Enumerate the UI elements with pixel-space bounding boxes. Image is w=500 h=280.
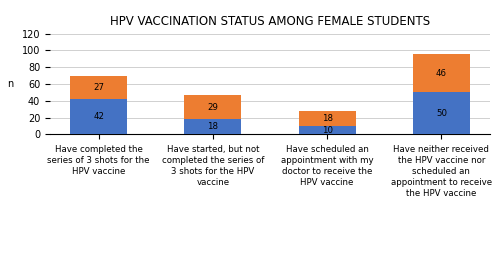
Bar xyxy=(413,92,470,134)
Y-axis label: n: n xyxy=(8,79,14,89)
Text: 10: 10 xyxy=(322,126,332,135)
Bar xyxy=(298,126,356,134)
Bar xyxy=(70,76,127,99)
Text: 27: 27 xyxy=(93,83,104,92)
Text: 18: 18 xyxy=(208,122,218,131)
Bar xyxy=(413,54,470,92)
Text: 46: 46 xyxy=(436,69,447,78)
Bar xyxy=(184,95,242,119)
Bar xyxy=(298,111,356,126)
Title: HPV VACCINATION STATUS AMONG FEMALE STUDENTS: HPV VACCINATION STATUS AMONG FEMALE STUD… xyxy=(110,15,430,28)
Bar xyxy=(70,99,127,134)
Text: 18: 18 xyxy=(322,114,332,123)
Text: 42: 42 xyxy=(93,112,104,121)
Text: 50: 50 xyxy=(436,109,447,118)
Text: 29: 29 xyxy=(208,102,218,112)
Bar xyxy=(184,119,242,134)
